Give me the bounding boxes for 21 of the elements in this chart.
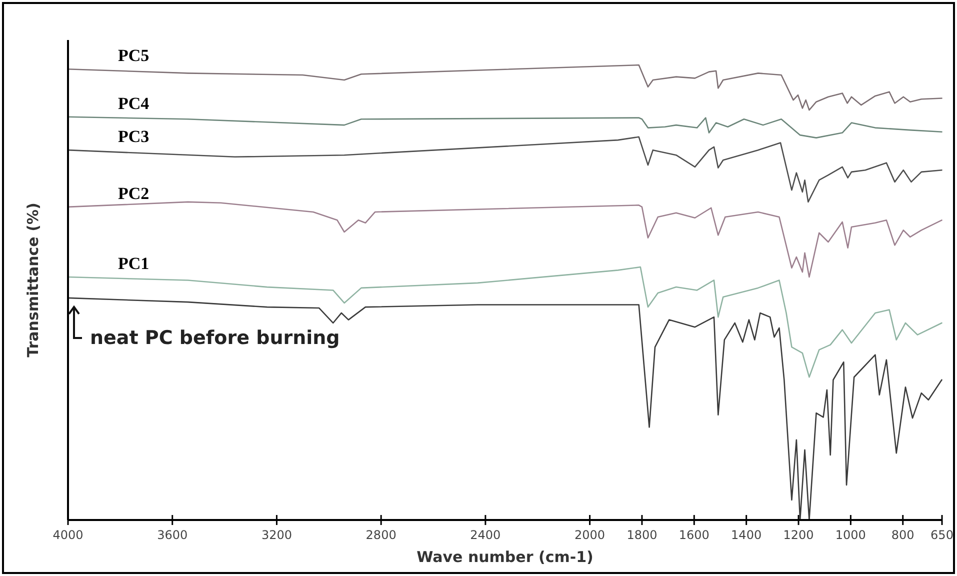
x-tick-label: 1800 (626, 528, 658, 542)
series-label: PC3 (118, 127, 150, 146)
series-label: PC2 (118, 184, 150, 203)
x-tick-label: 3200 (261, 528, 292, 542)
series-label: PC5 (118, 46, 150, 66)
x-axis-title: Wave number (cm-1) (416, 548, 594, 566)
y-axis-title: Transmittance (%) (24, 202, 42, 358)
x-tick-label: 1000 (835, 528, 866, 542)
x-tick-label: 1200 (783, 528, 814, 542)
x-tick-label: 800 (891, 528, 914, 542)
x-tick-label: 1400 (731, 528, 762, 542)
series-label: PC4 (118, 94, 150, 113)
series-label: PC1 (118, 254, 150, 274)
x-tick-label: 1600 (678, 528, 710, 542)
x-tick-label: 4000 (52, 528, 84, 542)
x-tick-label: 2400 (470, 528, 501, 542)
x-tick-label: 2800 (366, 528, 396, 542)
series-label: neat PC before burning (90, 326, 340, 349)
x-tick-label: 2000 (574, 528, 606, 542)
x-tick-label: 650 (930, 528, 954, 542)
x-tick-label: 3600 (157, 528, 188, 542)
